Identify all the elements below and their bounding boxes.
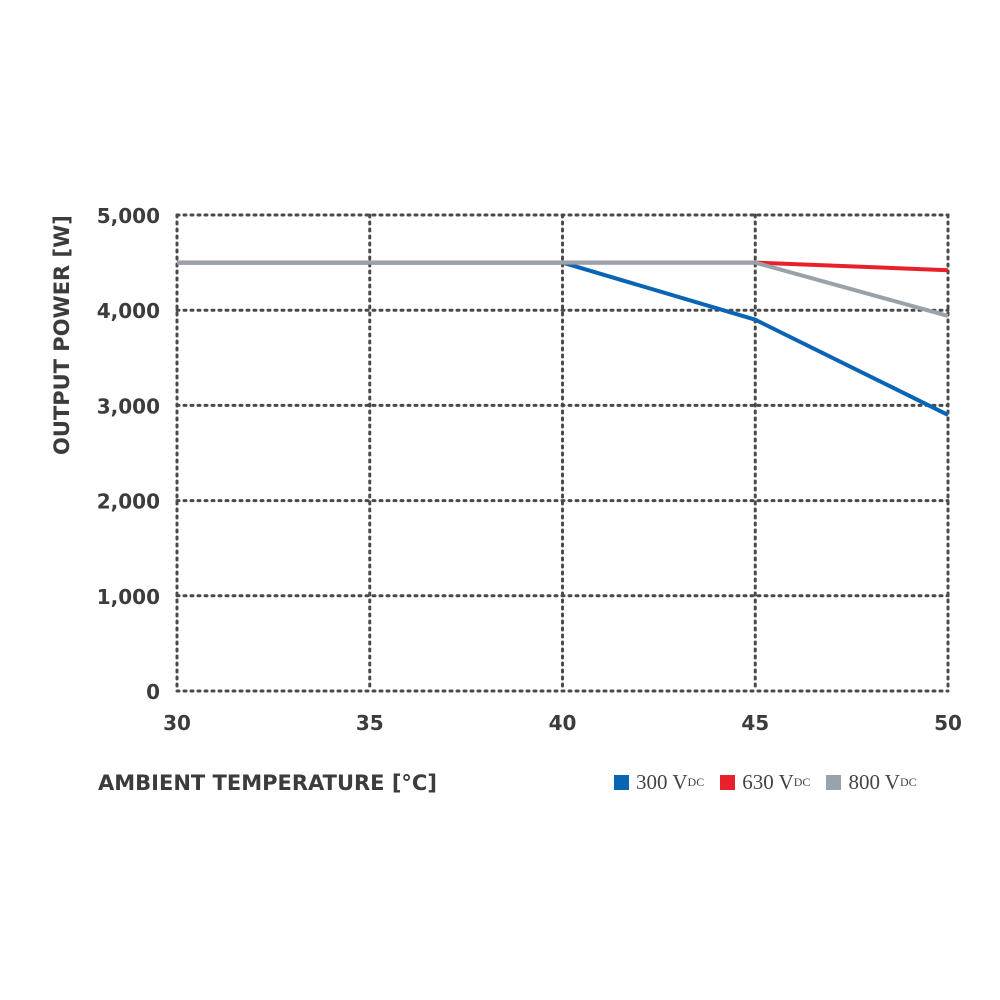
y-axis-label: OUTPUT POWER [W]: [50, 215, 74, 455]
legend-label: 800 V: [848, 770, 900, 794]
legend-label: 630 V: [742, 770, 794, 794]
y-tick-label: 3,000: [97, 394, 160, 418]
legend-swatch: [826, 775, 842, 790]
legend-item-800vdc: 800 V DC: [826, 770, 917, 795]
x-tick-label: 45: [741, 711, 769, 735]
legend-subscript: DC: [687, 775, 705, 789]
x-tick-labels: 30 35 40 45 50: [163, 711, 962, 735]
series-lines: [177, 260, 949, 417]
x-tick-label: 35: [356, 711, 384, 735]
series-line-800vdc: [177, 260, 949, 318]
x-tick-label: 50: [934, 711, 962, 735]
legend-swatch: [614, 775, 629, 790]
y-tick-label: 4,000: [97, 299, 160, 323]
legend-item-630vdc: 630 V DC: [720, 770, 810, 795]
legend: 300 V DC 630 V DC 800 V DC: [614, 770, 917, 795]
x-axis-label: AMBIENT TEMPERATURE [°C]: [98, 771, 437, 795]
y-tick-label: 0: [146, 680, 160, 704]
y-tick-labels: 0 1,000 2,000 3,000 4,000 5,000: [97, 204, 160, 704]
legend-item-300vdc: 300 V DC: [614, 770, 704, 795]
x-tick-label: 30: [163, 711, 191, 735]
y-tick-label: 5,000: [97, 204, 160, 228]
x-tick-label: 40: [549, 711, 577, 735]
legend-swatch: [720, 775, 736, 790]
legend-label: 300 V: [636, 770, 688, 794]
y-tick-label: 1,000: [97, 585, 160, 609]
legend-subscript: DC: [899, 775, 917, 789]
y-tick-label: 2,000: [97, 490, 160, 514]
grid: [175, 213, 950, 693]
legend-subscript: DC: [793, 775, 811, 789]
